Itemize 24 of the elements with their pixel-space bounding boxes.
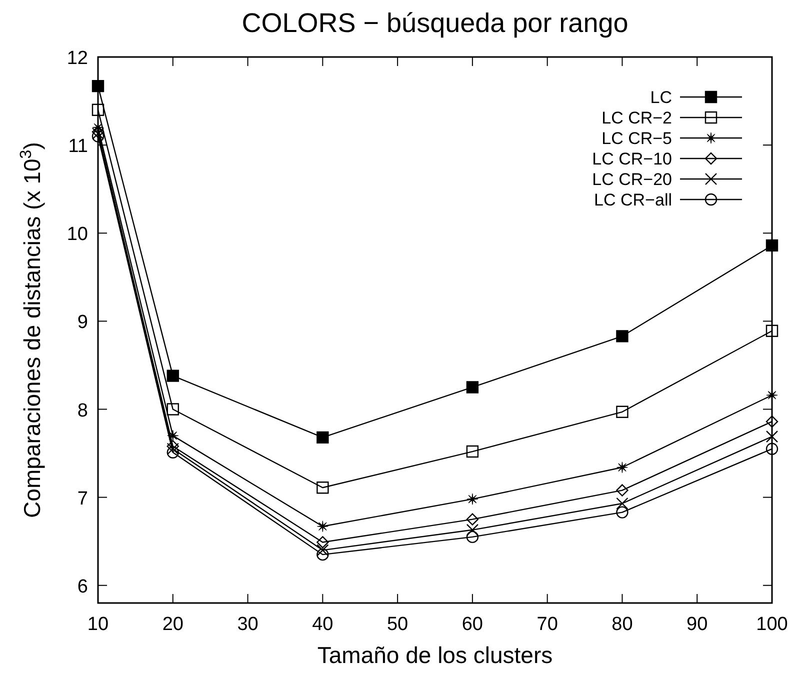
y-tick-label: 10 bbox=[66, 224, 88, 246]
y-tick-label: 12 bbox=[66, 48, 88, 69]
legend-label: LC CR−2 bbox=[602, 108, 672, 128]
y-tick-label: 6 bbox=[77, 576, 88, 598]
x-tick-label: 90 bbox=[686, 614, 708, 635]
x-tick-label: 50 bbox=[386, 614, 408, 635]
x-tick-label: 80 bbox=[612, 614, 633, 635]
x-axis-title: Tamaño de los clusters bbox=[317, 642, 553, 668]
legend-label: LC CR−all bbox=[594, 190, 672, 210]
y-tick-label: 11 bbox=[68, 136, 88, 158]
x-tick-label: 60 bbox=[462, 614, 484, 635]
y-tick-label: 7 bbox=[77, 488, 88, 510]
legend-label: LC CR−10 bbox=[592, 150, 672, 168]
x-tick-label: 30 bbox=[237, 614, 258, 635]
x-tick-label: 70 bbox=[536, 614, 558, 635]
legend-label: LC bbox=[650, 88, 672, 107]
y-tick-label: 9 bbox=[77, 312, 88, 334]
chart-title: COLORS − búsqueda por rango bbox=[242, 8, 628, 38]
y-tick-label: 8 bbox=[77, 400, 88, 422]
x-tick-label: 20 bbox=[162, 614, 184, 635]
x-tick-label: 40 bbox=[312, 614, 334, 635]
legend-label: LC CR−20 bbox=[592, 170, 672, 189]
legend-label: LC CR−5 bbox=[602, 129, 672, 148]
x-tick-label: 100 bbox=[756, 614, 788, 635]
